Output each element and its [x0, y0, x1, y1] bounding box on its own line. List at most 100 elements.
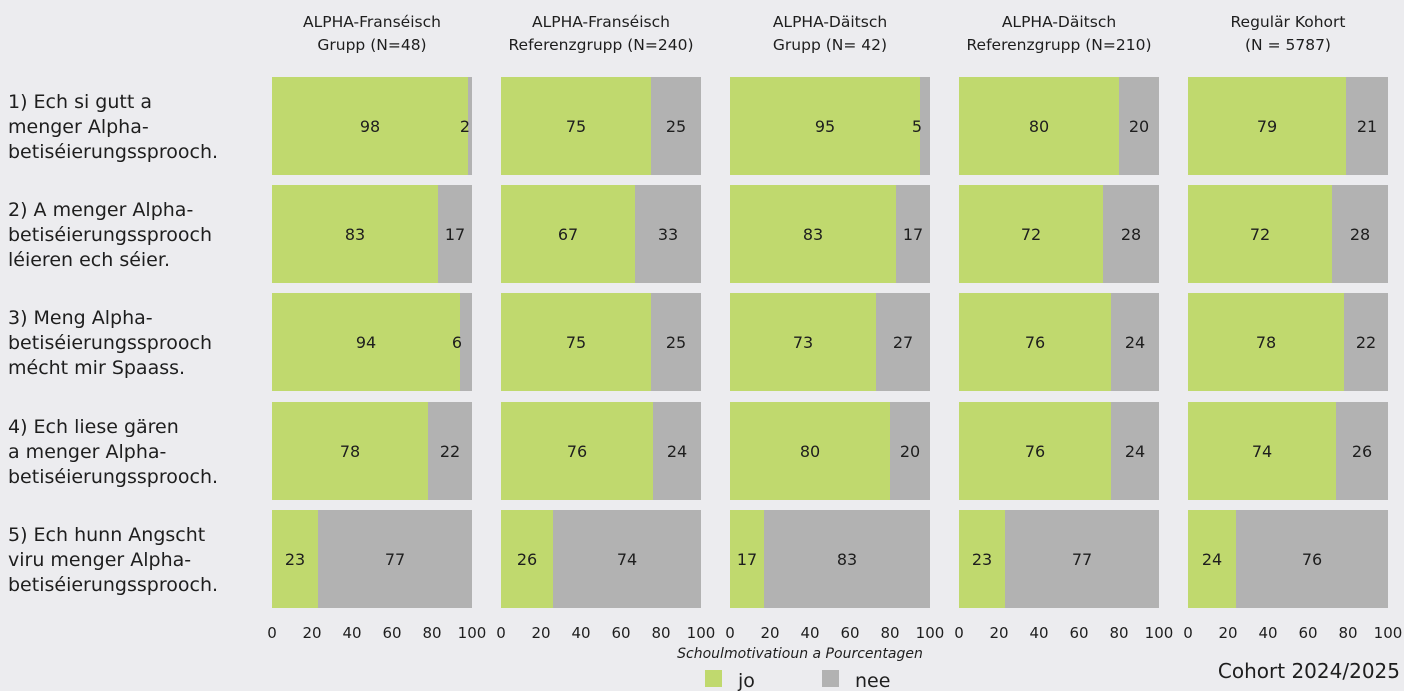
row-label-line: betiséierungssprooch. [8, 141, 218, 163]
bar-label-jo: 72 [1250, 225, 1270, 244]
x-tick-label: 0 [267, 624, 277, 642]
bar-nee [920, 77, 930, 175]
panel-5: Regulär Kohort (N = 5787) 79 21 72 28 78 22 74 26… [1183, 13, 1402, 642]
bar-nee [460, 293, 472, 391]
bar-label-nee: 24 [1125, 333, 1145, 352]
bar-label-nee: 83 [837, 550, 857, 569]
row-label-line: 5) Ech hunn Angscht [8, 524, 205, 546]
bar-label-jo: 94 [356, 333, 376, 352]
bar-label-jo: 76 [1025, 333, 1045, 352]
x-tick-label: 60 [1298, 624, 1317, 642]
row-label-line: 4) Ech liese gären [8, 416, 179, 438]
bar-nee [1332, 185, 1388, 283]
panel-title-line: Referenzgrupp (N=240) [508, 36, 693, 54]
bar-label-nee: 17 [445, 225, 465, 244]
row-label-line: betiséierungssprooch. [8, 466, 218, 488]
x-tick-label: 40 [800, 624, 819, 642]
bar-jo [959, 185, 1103, 283]
x-tick-label: 60 [1069, 624, 1088, 642]
panel-title-line: ALPHA-Franséisch [532, 13, 670, 31]
x-tick-label: 100 [687, 624, 716, 642]
bar-label-jo: 75 [566, 117, 586, 136]
x-axis-title: Schoulmotivatioun a Pourcentagen [677, 646, 923, 662]
bar-nee [651, 77, 701, 175]
bar-nee [1119, 77, 1159, 175]
row-label-line: mécht mir Spaass. [8, 357, 185, 379]
bar-label-nee: 33 [658, 225, 678, 244]
panel-2: ALPHA-Franséisch Referenzgrupp (N=240) 75 2… [496, 13, 715, 642]
bar-jo [730, 402, 890, 500]
bar-label-jo: 23 [285, 550, 305, 569]
bar-label-nee: 5 [912, 117, 922, 136]
x-tick-label: 0 [496, 624, 506, 642]
legend-swatch-jo [705, 670, 722, 687]
bar-label-jo: 76 [1025, 442, 1045, 461]
bar-nee [635, 185, 701, 283]
bar-label-nee: 28 [1121, 225, 1141, 244]
row-label-line: 3) Meng Alpha- [8, 307, 153, 329]
x-tick-label: 80 [651, 624, 670, 642]
bar-jo [959, 293, 1111, 391]
x-tick-label: 0 [954, 624, 964, 642]
row-label-line: betiséierungssprooch. [8, 574, 218, 596]
legend-swatch-nee [822, 670, 839, 687]
x-tick-label: 80 [880, 624, 899, 642]
panel-1: ALPHA-Franséisch Grupp (N=48) 98 2 83 17 94 6 78… [267, 13, 486, 642]
x-tick-label: 0 [1183, 624, 1193, 642]
bar-label-nee: 27 [893, 333, 913, 352]
bar-jo [730, 510, 764, 608]
cohort-footnote: Cohort 2024/2025 [1218, 659, 1400, 683]
x-tick-label: 80 [422, 624, 441, 642]
bar-label-nee: 77 [385, 550, 405, 569]
bar-label-nee: 74 [617, 550, 637, 569]
bar-nee [1236, 510, 1388, 608]
bar-jo [1188, 510, 1236, 608]
bar-label-nee: 22 [440, 442, 460, 461]
bar-label-jo: 95 [815, 117, 835, 136]
bar-label-jo: 78 [340, 442, 360, 461]
bar-label-nee: 20 [1129, 117, 1149, 136]
bar-label-nee: 2 [460, 117, 470, 136]
bar-label-jo: 80 [800, 442, 820, 461]
panel-3: ALPHA-Däitsch Grupp (N= 42) 95 5 83 17 73 27 80 2… [725, 13, 944, 642]
bar-nee [1346, 77, 1388, 175]
bar-jo [272, 510, 318, 608]
bar-label-nee: 76 [1302, 550, 1322, 569]
x-tick-label: 0 [725, 624, 735, 642]
row-label-line: betiséierungssprooch [8, 224, 212, 246]
bar-nee [428, 402, 472, 500]
bar-nee [318, 510, 472, 608]
panel-title-line: Regulär Kohort [1230, 13, 1345, 31]
bar-label-jo: 72 [1021, 225, 1041, 244]
bar-label-nee: 28 [1350, 225, 1370, 244]
row-label-line: a menger Alpha- [8, 441, 166, 463]
bar-nee [1005, 510, 1159, 608]
bar-label-nee: 20 [900, 442, 920, 461]
legend-label-nee: nee [855, 670, 890, 691]
bar-label-nee: 77 [1072, 550, 1092, 569]
bar-label-jo: 24 [1202, 550, 1222, 569]
panel-4: ALPHA-Däitsch Referenzgrupp (N=210) 80 20 72… [954, 13, 1173, 642]
panel-title-line: Referenzgrupp (N=210) [966, 36, 1151, 54]
panel-title-line: Grupp (N= 42) [773, 36, 887, 54]
bar-label-nee: 17 [903, 225, 923, 244]
x-tick-label: 20 [989, 624, 1008, 642]
x-tick-label: 100 [458, 624, 487, 642]
bar-jo [501, 510, 553, 608]
bar-label-jo: 79 [1257, 117, 1277, 136]
bar-jo [501, 77, 651, 175]
panel-title-line: ALPHA-Franséisch [303, 13, 441, 31]
bar-jo [959, 402, 1111, 500]
bar-nee [764, 510, 930, 608]
bar-label-nee: 6 [452, 333, 462, 352]
bar-jo [501, 185, 635, 283]
bar-label-jo: 83 [803, 225, 823, 244]
bar-jo [730, 77, 920, 175]
bar-jo [501, 293, 651, 391]
bar-nee [468, 77, 472, 175]
bar-label-jo: 23 [972, 550, 992, 569]
x-tick-label: 60 [611, 624, 630, 642]
x-tick-label: 20 [1218, 624, 1237, 642]
